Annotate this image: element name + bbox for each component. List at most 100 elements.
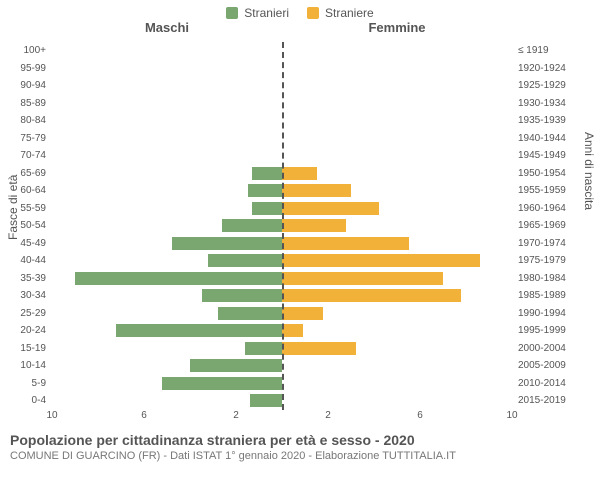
male-side: [52, 235, 282, 253]
male-bar: [75, 272, 282, 285]
male-bar: [252, 202, 282, 215]
birth-year-label: 1965-1969: [512, 220, 580, 231]
age-label: 35-39: [0, 273, 52, 284]
male-bar: [250, 394, 282, 407]
birth-year-label: 1990-1994: [512, 308, 580, 319]
pyramid-row: 65-69 1950-1954: [0, 165, 600, 183]
x-tick-label: 6: [141, 410, 147, 421]
birth-year-label: 2000-2004: [512, 343, 580, 354]
male-side: [52, 165, 282, 183]
legend: Stranieri Straniere: [0, 0, 600, 20]
male-side: [52, 95, 282, 113]
male-side: [52, 392, 282, 410]
male-bar: [222, 219, 282, 232]
male-bar: [162, 377, 282, 390]
pyramid-row: 75-791940-1944: [0, 130, 600, 148]
pyramid-row: 60-641955-1959: [0, 182, 600, 200]
pyramid-row: 55-591960-1964: [0, 200, 600, 218]
male-side: [52, 287, 282, 305]
female-side: [282, 217, 512, 235]
female-side: [282, 112, 512, 130]
birth-year-label: 1920-1924: [512, 63, 580, 74]
center-divider-line: [282, 42, 284, 410]
female-side: [282, 322, 512, 340]
legend-item-male: Stranieri: [226, 6, 289, 20]
pyramid-row: 95-991920-1924: [0, 60, 600, 78]
male-bar: [116, 324, 282, 337]
legend-swatch-male: [226, 7, 238, 19]
male-side: [52, 147, 282, 165]
male-side: [52, 375, 282, 393]
age-label: 30-34: [0, 290, 52, 301]
pyramid-row: 45-491970-1974: [0, 235, 600, 253]
section-title-female: Femmine: [368, 20, 425, 35]
pyramid-row: 30-34 1985-1989: [0, 287, 600, 305]
female-bar: [282, 254, 480, 267]
male-bar: [245, 342, 282, 355]
pyramid-row: 15-192000-2004: [0, 340, 600, 358]
pyramid-row: 85-89 1930-1934: [0, 95, 600, 113]
legend-label-male: Stranieri: [244, 6, 289, 20]
female-side: [282, 235, 512, 253]
age-label: 5-9: [0, 378, 52, 389]
female-bar: [282, 307, 323, 320]
female-side: [282, 287, 512, 305]
female-side: [282, 42, 512, 60]
x-tick-label: 6: [417, 410, 423, 421]
female-bar: [282, 167, 317, 180]
age-label: 65-69: [0, 168, 52, 179]
female-side: [282, 252, 512, 270]
female-bar: [282, 342, 356, 355]
age-label: 90-94: [0, 80, 52, 91]
male-bar: [218, 307, 282, 320]
age-label: 80-84: [0, 115, 52, 126]
section-titles: Maschi Femmine: [0, 20, 600, 38]
pyramid-row: 5-92010-2014: [0, 375, 600, 393]
male-side: [52, 270, 282, 288]
pyramid-row: 10-142005-2009: [0, 357, 600, 375]
male-side: [52, 130, 282, 148]
pyramid-row: 40-441975-1979: [0, 252, 600, 270]
x-axis: 10622610: [0, 410, 600, 424]
birth-year-label: 1960-1964: [512, 203, 580, 214]
birth-year-label: 1980-1984: [512, 273, 580, 284]
male-side: [52, 60, 282, 78]
age-label: 75-79: [0, 133, 52, 144]
legend-item-female: Straniere: [307, 6, 374, 20]
birth-year-label: 1970-1974: [512, 238, 580, 249]
birth-year-label: 1955-1959: [512, 185, 580, 196]
female-side: [282, 182, 512, 200]
female-side: [282, 130, 512, 148]
female-bar: [282, 184, 351, 197]
pyramid-row: 100+≤ 1919: [0, 42, 600, 60]
female-side: [282, 77, 512, 95]
male-side: [52, 77, 282, 95]
pyramid-row: 20-241995-1999: [0, 322, 600, 340]
male-side: [52, 42, 282, 60]
pyramid-row: 25-291990-1994: [0, 305, 600, 323]
pyramid-row: 70-74 1945-1949: [0, 147, 600, 165]
birth-year-label: 1935-1939: [512, 115, 580, 126]
male-side: [52, 305, 282, 323]
age-label: 40-44: [0, 255, 52, 266]
male-side: [52, 252, 282, 270]
birth-year-label: ≤ 1919: [512, 45, 580, 56]
birth-year-label: 1945-1949: [512, 150, 580, 161]
x-tick-label: 10: [46, 410, 57, 421]
age-label: 10-14: [0, 360, 52, 371]
birth-year-label: 2015-2019: [512, 395, 580, 406]
female-side: [282, 305, 512, 323]
legend-swatch-female: [307, 7, 319, 19]
birth-year-label: 1995-1999: [512, 325, 580, 336]
male-bar: [252, 167, 282, 180]
x-tick-label: 10: [506, 410, 517, 421]
female-bar: [282, 219, 346, 232]
x-tick-label: 2: [325, 410, 331, 421]
age-label: 85-89: [0, 98, 52, 109]
population-pyramid-chart: { "type": "population-pyramid", "legend"…: [0, 0, 600, 500]
birth-year-label: 1985-1989: [512, 290, 580, 301]
age-label: 70-74: [0, 150, 52, 161]
pyramid-row: 80-84 1935-1939: [0, 112, 600, 130]
birth-year-label: 1930-1934: [512, 98, 580, 109]
birth-year-label: 1950-1954: [512, 168, 580, 179]
